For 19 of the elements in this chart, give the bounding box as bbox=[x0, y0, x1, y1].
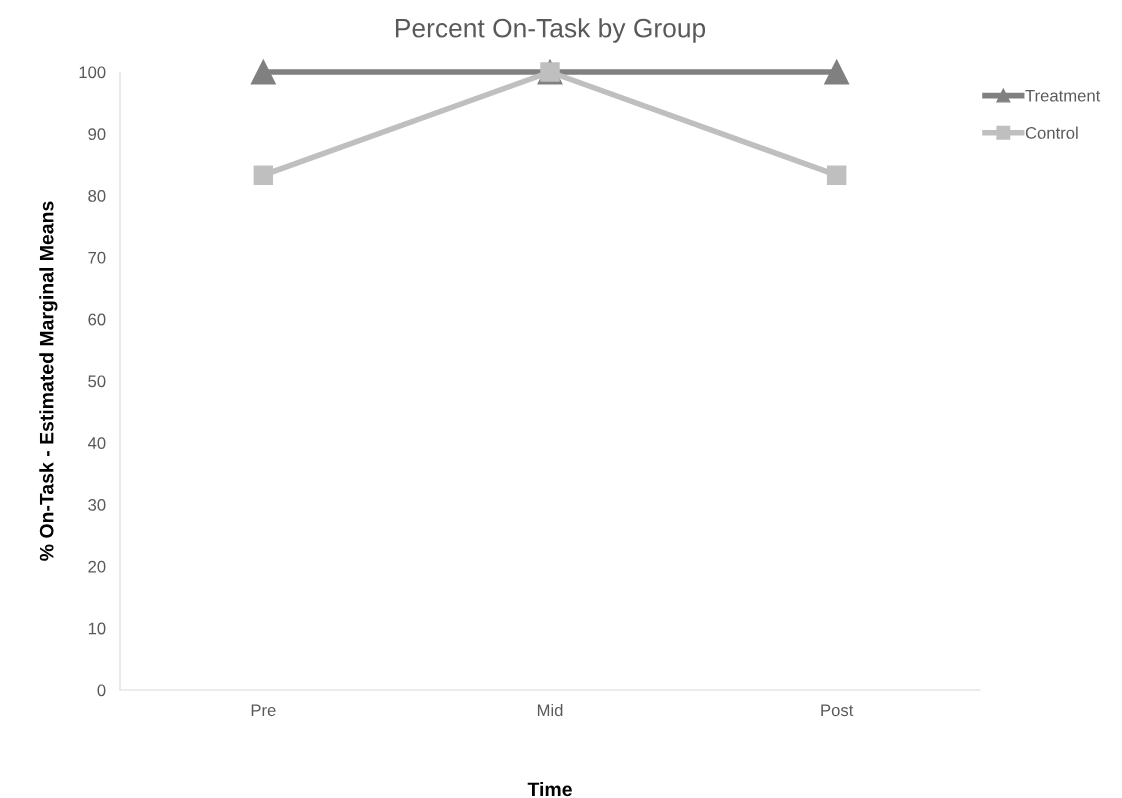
y-tick-label: 80 bbox=[88, 190, 106, 202]
y-tick-label: 10 bbox=[88, 622, 106, 635]
y-tick-label: 100 bbox=[79, 66, 106, 79]
y-tick-label: 0 bbox=[97, 684, 106, 697]
y-tick-label: 40 bbox=[87, 437, 106, 449]
chart-title: Percent On-Task by Group bbox=[395, 18, 706, 43]
x-axis-title: Time bbox=[527, 781, 572, 797]
x-tick-label: Pre bbox=[251, 704, 276, 717]
x-tick-label: Post bbox=[821, 704, 854, 717]
y-tick-label: 90 bbox=[88, 128, 106, 140]
legend-label: Control bbox=[1025, 126, 1078, 139]
y-tick-label: 70 bbox=[88, 251, 106, 264]
y-tick-label: 20 bbox=[88, 560, 106, 573]
legend-label: Treatment bbox=[1025, 89, 1101, 102]
y-axis-title: % On-Task - Estimated Marginal Means bbox=[39, 201, 58, 561]
x-tick-label: Mid bbox=[537, 703, 563, 717]
y-tick-label: 30 bbox=[88, 499, 106, 511]
y-tick-label: 50 bbox=[88, 375, 106, 388]
y-tick-label: 60 bbox=[88, 313, 106, 326]
